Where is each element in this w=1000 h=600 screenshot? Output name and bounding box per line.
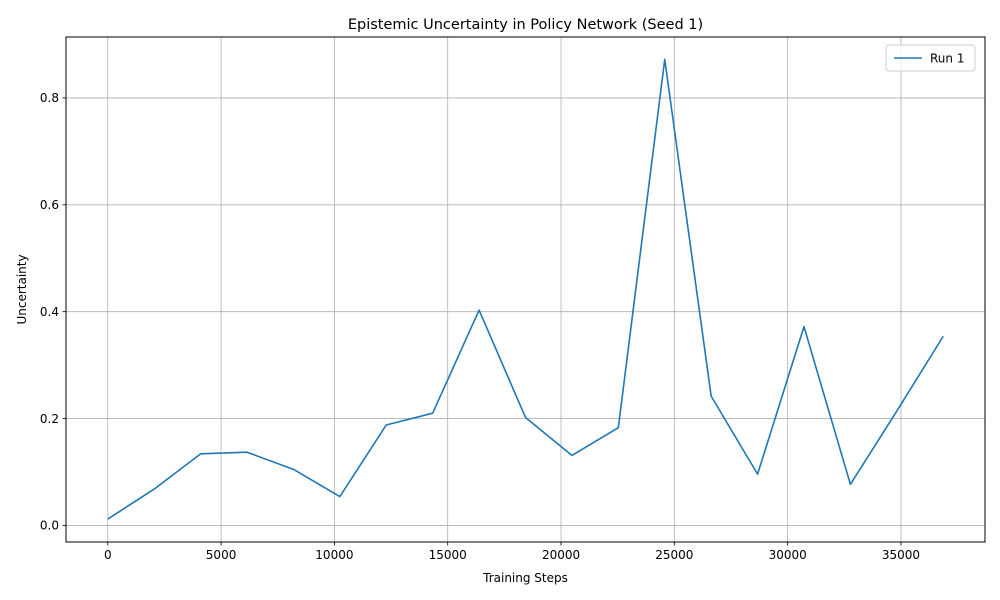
y-axis: 0.0 0.2 0.4 0.6 0.8 xyxy=(40,91,66,533)
x-tick-label: 0 xyxy=(104,548,112,562)
x-axis-label: Training Steps xyxy=(482,571,568,585)
plot-frame xyxy=(65,36,986,543)
x-tick-label: 10000 xyxy=(315,548,353,562)
x-tick-label: 30000 xyxy=(769,548,807,562)
x-tick-label: 15000 xyxy=(429,548,467,562)
x-axis: 0 5000 10000 15000 20000 25000 30000 35000 xyxy=(104,542,920,562)
x-tick-label: 25000 xyxy=(655,548,693,562)
y-tick-label: 0.6 xyxy=(40,198,59,212)
chart-title: Epistemic Uncertainty in Policy Network … xyxy=(348,17,703,33)
x-tick-label: 20000 xyxy=(542,548,580,562)
series-line xyxy=(107,58,944,520)
x-tick-label: 5000 xyxy=(206,548,237,562)
y-tick-label: 0.8 xyxy=(40,91,59,105)
y-axis-label: Uncertainty xyxy=(15,254,29,324)
legend-entry: Run 1 xyxy=(930,51,964,65)
legend: Run 1 xyxy=(885,44,976,72)
legend-box xyxy=(885,44,976,72)
y-tick-label: 0.2 xyxy=(40,412,59,426)
plot-area xyxy=(107,58,944,520)
x-tick-label: 35000 xyxy=(882,548,920,562)
grid-lines xyxy=(66,37,985,542)
y-tick-label: 0.0 xyxy=(40,519,59,533)
y-tick-label: 0.4 xyxy=(40,305,59,319)
